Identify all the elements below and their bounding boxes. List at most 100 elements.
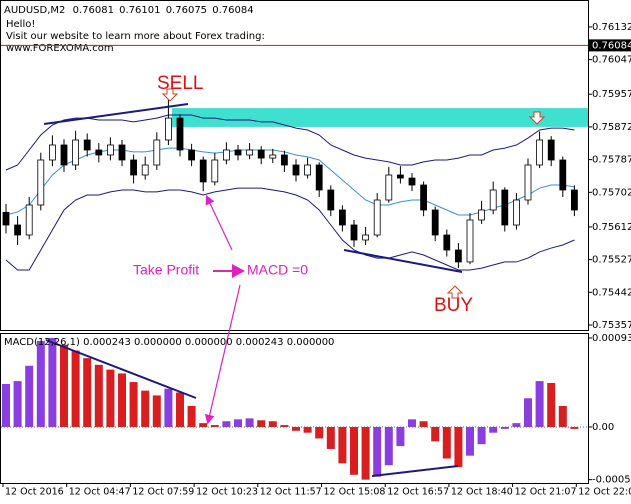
resistance-zone bbox=[172, 108, 588, 127]
candle-body bbox=[199, 159, 207, 183]
trend-line bbox=[371, 465, 459, 477]
annotation: MACD =0 bbox=[247, 262, 308, 278]
candle-body bbox=[188, 149, 196, 161]
macd-panel-frame bbox=[0, 333, 589, 484]
zone-layer bbox=[172, 108, 588, 127]
histogram-bar bbox=[303, 426, 312, 433]
y-tick-label: 0.000931 bbox=[592, 333, 631, 344]
candle-body bbox=[211, 159, 219, 183]
histogram-bar bbox=[36, 340, 45, 427]
y-tick-label: 0.75442 bbox=[592, 287, 631, 298]
candle-body bbox=[60, 144, 68, 166]
candle-body bbox=[454, 249, 462, 263]
candle-body bbox=[83, 139, 91, 151]
histogram-bar bbox=[83, 358, 92, 427]
candle-body bbox=[95, 149, 103, 156]
histogram-bar bbox=[373, 426, 382, 477]
x-tick-label: 12 Oct 11:57 bbox=[260, 487, 322, 498]
histogram-bar bbox=[176, 392, 184, 427]
candle-body bbox=[478, 209, 486, 221]
histogram-bar bbox=[257, 420, 266, 427]
histogram-bar bbox=[442, 426, 451, 459]
y-tick-label: 0.75787 bbox=[592, 155, 631, 166]
histogram-bar bbox=[558, 405, 567, 427]
candle-body bbox=[153, 139, 161, 166]
ohlc-value: 0.76075 bbox=[166, 5, 207, 16]
histogram-bar bbox=[199, 423, 208, 427]
candle-body bbox=[37, 159, 45, 206]
x-tick-label: 12 Oct 07:59 bbox=[132, 487, 194, 498]
signal-arrow bbox=[446, 285, 464, 299]
x-tick-label: 12 Oct 16:57 bbox=[387, 487, 449, 498]
histogram-bar bbox=[431, 426, 440, 442]
header-line: Visit our website to learn more about Fo… bbox=[6, 31, 265, 42]
current-price-label: 0.76084 bbox=[592, 40, 631, 51]
y-tick-label: 0.76047 bbox=[592, 55, 631, 66]
x-tick-label: 12 Oct 2016 bbox=[5, 487, 64, 498]
bollinger-band bbox=[5, 114, 575, 171]
histogram-bar bbox=[2, 383, 10, 427]
candle-body bbox=[269, 154, 277, 159]
histogram-bar bbox=[396, 426, 405, 447]
candle-body bbox=[2, 211, 10, 226]
bollinger-band bbox=[5, 187, 575, 271]
y-tick-label: 0.75957 bbox=[592, 89, 631, 100]
histogram-bar bbox=[547, 383, 556, 427]
candle-body bbox=[431, 209, 439, 236]
candle-body bbox=[280, 154, 288, 166]
histogram-bar bbox=[234, 419, 242, 427]
candle-body bbox=[373, 199, 381, 236]
ohlc-value: 0.76084 bbox=[212, 5, 253, 16]
candle-body bbox=[408, 177, 416, 186]
plot bbox=[1, 100, 588, 480]
candle-body bbox=[489, 189, 497, 211]
x-tick-label: 12 Oct 18:40 bbox=[451, 487, 513, 498]
trend-line bbox=[45, 339, 197, 399]
candle-body bbox=[338, 209, 346, 226]
candle-body bbox=[420, 184, 428, 211]
y-tick-label: 0.75872 bbox=[592, 122, 631, 133]
histogram-bar bbox=[106, 369, 115, 427]
histogram-bar bbox=[326, 426, 335, 449]
annotation: BUY bbox=[434, 295, 473, 316]
candle-body bbox=[362, 234, 370, 241]
y-tick-label: 0.75702 bbox=[592, 187, 631, 198]
candle-body bbox=[234, 149, 242, 156]
candle-body bbox=[315, 164, 323, 191]
histogram-bar bbox=[535, 381, 544, 427]
candle-body bbox=[443, 234, 451, 251]
histogram-bar bbox=[187, 405, 196, 427]
y-tick-label: 0.75612 bbox=[592, 222, 631, 233]
candle-body bbox=[164, 117, 172, 141]
histogram-bar bbox=[25, 365, 34, 427]
candle-body bbox=[107, 144, 114, 156]
candle-body bbox=[246, 149, 254, 156]
arrow bbox=[205, 194, 233, 251]
annotation: Take Profit bbox=[133, 262, 199, 278]
y-tick-label: -0.000551 bbox=[592, 475, 631, 486]
y-tick-label: 0.00 bbox=[592, 422, 614, 433]
signal-arrow bbox=[528, 111, 546, 125]
current-price-box bbox=[589, 39, 631, 52]
y-tick-label: 0.75357 bbox=[592, 320, 631, 331]
candle-body bbox=[14, 224, 22, 236]
arrow bbox=[213, 264, 245, 278]
x-tick-label: 12 Oct 04:47 bbox=[69, 487, 131, 498]
candle-body bbox=[118, 144, 126, 161]
candle-body bbox=[327, 189, 335, 211]
candle-body bbox=[536, 139, 543, 166]
candle-body bbox=[130, 159, 138, 176]
candle-body bbox=[571, 189, 578, 211]
candle-body bbox=[72, 139, 79, 166]
candle-body bbox=[466, 219, 474, 263]
y-tick-label: 0.75527 bbox=[592, 255, 631, 266]
candle-body bbox=[501, 189, 509, 226]
histogram-bar bbox=[292, 426, 300, 431]
ohlc-value: 0.76081 bbox=[73, 5, 114, 16]
candle-body bbox=[141, 164, 149, 176]
histogram-bar bbox=[48, 337, 57, 427]
histogram-bar bbox=[524, 398, 532, 427]
histogram-bar bbox=[361, 426, 370, 480]
histogram-bar bbox=[94, 364, 103, 427]
